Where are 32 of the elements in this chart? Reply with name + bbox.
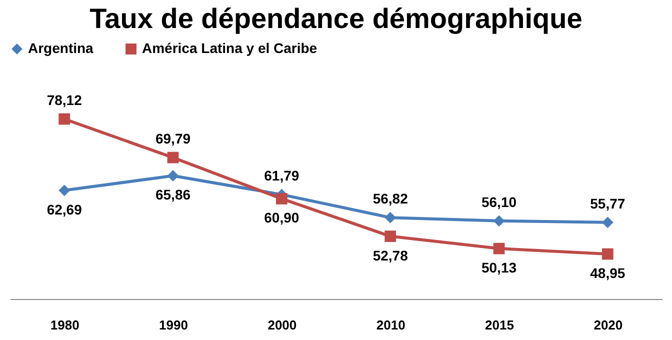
x-tick-label: 2010 — [376, 318, 406, 332]
data-label: 61,79 — [264, 168, 300, 184]
point — [493, 242, 505, 254]
point — [167, 152, 179, 164]
data-label: 78,12 — [46, 92, 82, 108]
legend-label: América Latina y el Caribe — [142, 40, 318, 56]
x-tick-label: 2000 — [268, 318, 297, 332]
data-label: 60,90 — [264, 210, 300, 226]
data-label: 62,69 — [46, 201, 82, 218]
legend-label: Argentina — [28, 40, 94, 56]
x-tick-label: 1990 — [159, 318, 188, 332]
data-label: 65,86 — [155, 186, 191, 203]
point — [602, 248, 614, 260]
point — [58, 113, 70, 125]
data-label: 56,82 — [372, 190, 408, 207]
point — [58, 184, 70, 196]
data-label: 52,78 — [372, 247, 408, 264]
point — [602, 216, 614, 228]
point — [384, 212, 396, 224]
chart-title: Taux de dépendance démographique — [90, 3, 582, 34]
data-label: 48,95 — [590, 265, 626, 281]
x-tick-label: 2020 — [594, 318, 623, 332]
data-label: 55,77 — [590, 195, 626, 212]
point — [276, 192, 288, 204]
data-label: 69,79 — [155, 130, 191, 147]
data-label: 56,10 — [481, 194, 517, 210]
x-tick-label: 2015 — [485, 318, 514, 332]
point — [384, 230, 396, 242]
point — [167, 170, 179, 182]
point — [493, 215, 505, 227]
data-label: 50,13 — [481, 260, 517, 276]
x-tick-label: 1980 — [50, 318, 80, 332]
